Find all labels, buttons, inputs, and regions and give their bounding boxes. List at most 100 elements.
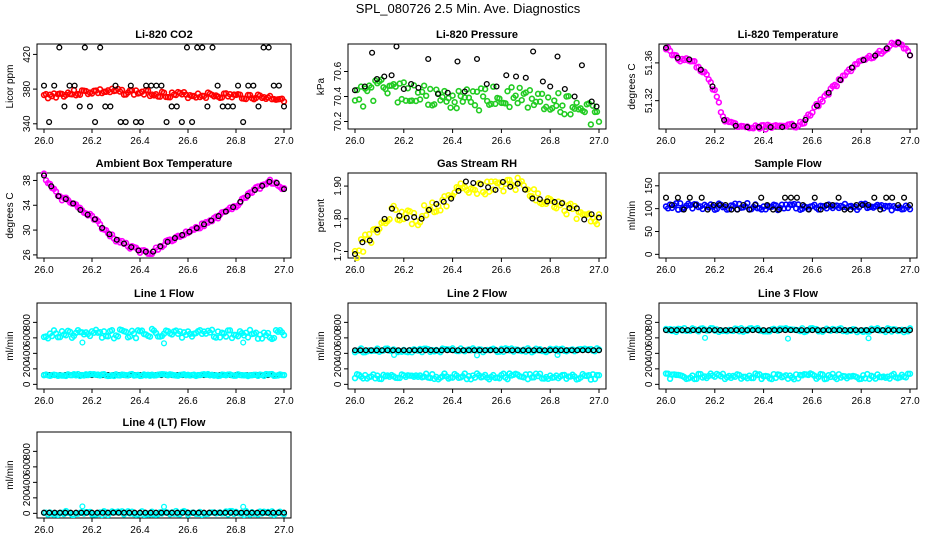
series-samples bbox=[40, 44, 288, 126]
x-tick-label: 26.6 bbox=[492, 396, 512, 407]
data-point bbox=[280, 186, 288, 193]
x-tick-label: 26.0 bbox=[34, 265, 54, 276]
data-point bbox=[280, 509, 288, 516]
data-point bbox=[366, 230, 373, 238]
data-point bbox=[394, 99, 401, 106]
x-tick-label: 26.0 bbox=[656, 396, 676, 407]
data-point bbox=[260, 44, 267, 51]
data-point bbox=[127, 82, 134, 89]
x-tick-label: 26.6 bbox=[178, 265, 198, 276]
data-point bbox=[499, 178, 506, 186]
data-point bbox=[770, 206, 777, 213]
data-point bbox=[451, 98, 458, 106]
plot-frame bbox=[658, 43, 918, 130]
data-point bbox=[66, 82, 73, 89]
series-cyan-outliers bbox=[79, 339, 247, 347]
data-point bbox=[595, 118, 603, 125]
series-samples bbox=[351, 43, 600, 110]
data-point bbox=[163, 119, 170, 126]
data-point bbox=[425, 206, 432, 213]
data-point bbox=[595, 214, 603, 221]
data-point bbox=[208, 217, 215, 224]
y-tick-label: 200 bbox=[644, 360, 655, 377]
data-point bbox=[848, 64, 855, 71]
data-point bbox=[713, 205, 721, 213]
data-point bbox=[224, 103, 231, 110]
data-point bbox=[677, 200, 684, 207]
data-point bbox=[588, 211, 595, 218]
series-samples bbox=[40, 509, 288, 516]
series-cyan-low bbox=[40, 370, 288, 380]
data-point bbox=[835, 194, 842, 201]
data-point bbox=[222, 208, 229, 215]
y-tick-label: 50 bbox=[644, 225, 655, 237]
y-axis-label: ml/min bbox=[627, 201, 638, 230]
chart-title: Ambient Box Temperature bbox=[96, 158, 233, 170]
data-point bbox=[200, 221, 208, 228]
data-point bbox=[680, 206, 687, 213]
data-point bbox=[214, 82, 221, 89]
data-point bbox=[674, 194, 681, 201]
data-point bbox=[440, 198, 447, 205]
data-point bbox=[381, 73, 388, 80]
data-point bbox=[686, 56, 693, 63]
data-point bbox=[877, 206, 884, 213]
y-axis-label: degrees C bbox=[627, 63, 638, 109]
y-tick-label: 420 bbox=[22, 46, 33, 63]
chart-panel-3: Li-820 Temperature 26.0 26.2 26.4 26.6 26.8 27… bbox=[627, 29, 920, 147]
chart-title: Line 3 Flow bbox=[758, 288, 818, 300]
plot-frame bbox=[36, 43, 292, 130]
data-point bbox=[366, 237, 373, 244]
data-point bbox=[585, 210, 593, 217]
x-tick-label: 26.4 bbox=[130, 136, 150, 147]
data-point bbox=[790, 122, 797, 129]
data-point bbox=[193, 224, 200, 232]
data-point bbox=[186, 228, 193, 235]
data-point bbox=[70, 200, 77, 207]
x-tick-label: 26.8 bbox=[226, 396, 246, 407]
x-tick-label: 26.2 bbox=[705, 265, 725, 276]
data-point bbox=[137, 119, 145, 126]
data-point bbox=[392, 206, 399, 214]
data-point bbox=[388, 205, 396, 212]
data-point bbox=[722, 201, 729, 209]
data-point bbox=[102, 103, 109, 110]
data-point bbox=[865, 335, 872, 342]
data-point bbox=[493, 83, 500, 90]
x-tick-label: 26.2 bbox=[394, 396, 414, 407]
series-samples bbox=[662, 39, 914, 131]
data-point bbox=[270, 334, 278, 342]
x-tick-label: 27.0 bbox=[589, 396, 609, 407]
y-tick-label: 51.36 bbox=[644, 50, 655, 75]
data-point bbox=[528, 95, 536, 102]
y-axis-label: percent bbox=[316, 199, 327, 233]
data-point bbox=[62, 196, 69, 203]
data-point bbox=[160, 503, 168, 510]
x-tick-label: 26.2 bbox=[705, 396, 725, 407]
data-point bbox=[512, 73, 520, 80]
data-point bbox=[77, 206, 84, 213]
data-point bbox=[208, 326, 216, 334]
y-tick-label: 38 bbox=[22, 174, 33, 186]
data-point bbox=[674, 54, 681, 61]
data-point bbox=[563, 210, 570, 218]
series-2.5-min-average bbox=[662, 199, 914, 214]
data-point bbox=[359, 103, 367, 110]
data-point bbox=[447, 104, 454, 111]
data-point bbox=[171, 235, 178, 242]
x-tick-label: 26.6 bbox=[803, 265, 823, 276]
data-point bbox=[48, 183, 55, 190]
data-point bbox=[222, 333, 230, 340]
data-point bbox=[492, 186, 499, 193]
data-point bbox=[787, 194, 795, 201]
data-point bbox=[374, 226, 381, 233]
data-point bbox=[355, 96, 363, 103]
data-point bbox=[477, 181, 484, 188]
data-point bbox=[106, 231, 113, 238]
x-tick-label: 26.0 bbox=[345, 265, 365, 276]
data-point bbox=[728, 206, 735, 213]
data-point bbox=[595, 347, 603, 354]
x-tick-label: 26.8 bbox=[851, 396, 871, 407]
data-point bbox=[244, 192, 251, 199]
data-point bbox=[455, 187, 462, 194]
